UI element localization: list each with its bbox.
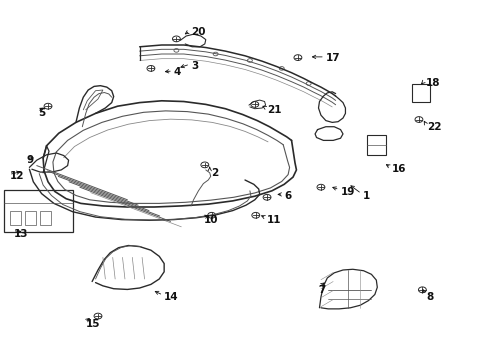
Bar bbox=[412, 84, 430, 102]
Text: 19: 19 bbox=[341, 186, 355, 197]
Text: 1: 1 bbox=[363, 191, 370, 201]
Text: 21: 21 bbox=[267, 105, 282, 115]
Text: 2: 2 bbox=[211, 168, 218, 178]
Text: 15: 15 bbox=[86, 319, 100, 329]
Text: 17: 17 bbox=[326, 53, 341, 63]
Text: 5: 5 bbox=[38, 108, 46, 118]
Text: 20: 20 bbox=[191, 27, 206, 37]
Bar bbox=[10, 211, 21, 225]
Bar bbox=[367, 135, 386, 155]
Bar bbox=[25, 211, 36, 225]
Bar bbox=[4, 190, 73, 232]
Text: 8: 8 bbox=[426, 292, 434, 302]
Text: 9: 9 bbox=[27, 155, 34, 165]
Text: 12: 12 bbox=[10, 171, 24, 181]
Text: 10: 10 bbox=[203, 215, 218, 225]
Bar bbox=[40, 211, 51, 225]
Text: 16: 16 bbox=[392, 164, 407, 174]
Text: 14: 14 bbox=[164, 292, 179, 302]
Text: 18: 18 bbox=[425, 78, 440, 88]
Text: 11: 11 bbox=[267, 215, 282, 225]
Text: 22: 22 bbox=[427, 122, 442, 132]
Text: 3: 3 bbox=[191, 60, 198, 71]
Text: 13: 13 bbox=[14, 229, 28, 239]
Text: 6: 6 bbox=[284, 191, 292, 201]
Text: 7: 7 bbox=[318, 285, 326, 295]
Text: 4: 4 bbox=[174, 67, 181, 77]
